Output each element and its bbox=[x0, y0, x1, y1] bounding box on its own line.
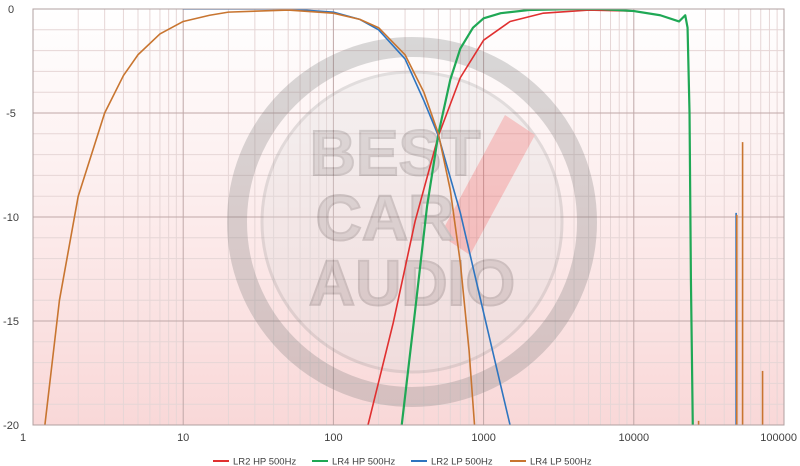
series-line-lr4-hp-500hz bbox=[400, 9, 694, 425]
x-tick-label: 1000 bbox=[471, 432, 495, 444]
legend-label: LR2 HP 500Hz bbox=[233, 457, 296, 466]
x-tick-label: 100 bbox=[324, 432, 342, 444]
x-tick-label: 100000 bbox=[760, 432, 797, 444]
x-axis-tick-labels: 1 10 100 1000 10000 100000 bbox=[20, 432, 797, 444]
best-car-audio-watermark-logo: BEST CAR AUDIO bbox=[227, 37, 597, 407]
x-tick-label: 10000 bbox=[619, 432, 650, 444]
y-axis-tick-labels: 0 -5 -10 -15 -20 bbox=[3, 4, 19, 432]
y-tick-label: -15 bbox=[3, 316, 19, 328]
svg-text:AUDIO: AUDIO bbox=[309, 247, 515, 319]
series-line-lr2-lp-500hz bbox=[182, 9, 511, 425]
legend-label: LR4 LP 500Hz bbox=[530, 457, 592, 466]
legend-label: LR2 LP 500Hz bbox=[431, 457, 493, 466]
y-tick-label: -5 bbox=[6, 108, 16, 120]
y-tick-label: 0 bbox=[8, 4, 14, 16]
x-tick-label: 1 bbox=[20, 432, 26, 444]
svg-text:BEST: BEST bbox=[310, 117, 481, 189]
y-tick-label: -20 bbox=[3, 420, 19, 432]
legend-label: LR4 HP 500Hz bbox=[332, 457, 395, 466]
svg-text:CAR: CAR bbox=[316, 182, 455, 254]
plot-border bbox=[32, 8, 785, 426]
series-line-lr2-hp-500hz bbox=[367, 9, 635, 425]
series-layer bbox=[44, 9, 764, 425]
x-tick-label: 10 bbox=[177, 432, 189, 444]
series-line-lr4-lp-500hz bbox=[44, 9, 476, 425]
y-tick-label: -10 bbox=[3, 212, 19, 224]
legend: LR2 HP 500Hz LR4 HP 500Hz LR2 LP 500Hz LR4 … bbox=[213, 457, 592, 466]
